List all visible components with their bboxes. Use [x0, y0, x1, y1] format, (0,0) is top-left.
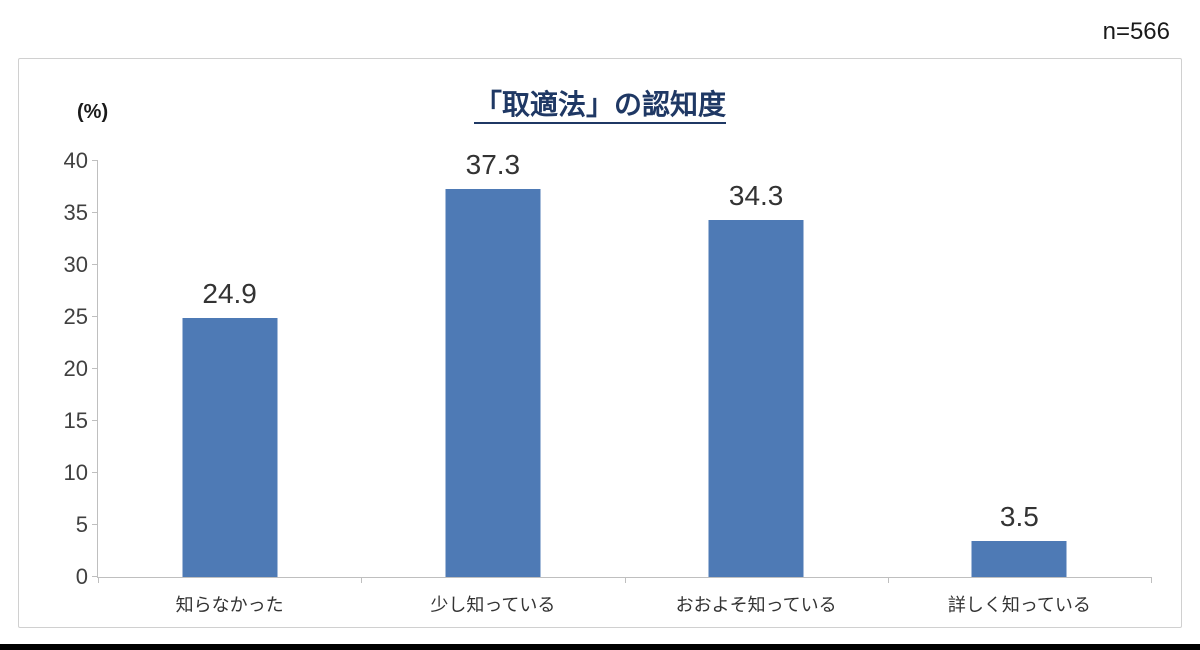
chart-title: 「取適法」の認知度	[19, 83, 1181, 124]
bar	[182, 318, 278, 577]
bar	[971, 540, 1067, 577]
y-tick-label: 5	[75, 512, 88, 537]
y-tick-mark	[92, 420, 98, 421]
category-label: 少し知っている	[430, 595, 556, 615]
x-tick-mark	[624, 577, 626, 583]
y-tick-label: 40	[63, 148, 88, 173]
plot-area: 0 5 10 15 20 25 30 35 40 24.9 知らなかった 37.3 少し知っている 34.…	[64, 148, 1152, 615]
y-tick-label: 10	[63, 460, 88, 485]
y-tick-label: 25	[63, 304, 88, 329]
y-tick-mark	[92, 212, 98, 213]
y-tick-label: 30	[63, 252, 88, 277]
y-tick-label: 20	[63, 356, 88, 381]
y-tick-mark	[92, 264, 98, 265]
sample-size-label: n=566	[1102, 18, 1170, 45]
chart-panel: 「取適法」の認知度 (%) 0 5 10 15 20 25 30 35 40 24.9 知らなかった…	[18, 58, 1182, 628]
category-label: おおよそ知っている	[675, 595, 837, 615]
x-tick-mark	[361, 577, 363, 583]
category-label: 詳しく知っている	[947, 595, 1091, 615]
y-tick-mark	[92, 160, 98, 161]
y-tick-mark	[92, 316, 98, 317]
chart-title-text: 「取適法」の認知度	[473, 89, 726, 124]
y-tick-mark	[92, 368, 98, 369]
y-tick-mark	[92, 576, 98, 577]
bar-value-label: 34.3	[728, 180, 784, 212]
y-tick-label: 15	[63, 408, 88, 433]
y-tick-mark	[92, 524, 98, 525]
bar	[445, 189, 541, 577]
bar-value-label: 3.5	[999, 500, 1039, 532]
x-tick-mark	[887, 577, 889, 583]
y-axis-unit-label: (%)	[77, 101, 109, 123]
bottom-border-strip	[0, 644, 1200, 650]
y-tick-label: 35	[63, 200, 88, 225]
category-label: 知らなかった	[175, 595, 284, 615]
x-tick-mark	[1151, 577, 1152, 583]
x-tick-mark	[98, 577, 99, 583]
y-tick-mark	[92, 472, 98, 473]
y-tick-label: 0	[75, 564, 88, 589]
bar	[708, 220, 804, 577]
bar-value-label: 24.9	[202, 278, 257, 310]
bar-value-label: 37.3	[465, 149, 521, 181]
